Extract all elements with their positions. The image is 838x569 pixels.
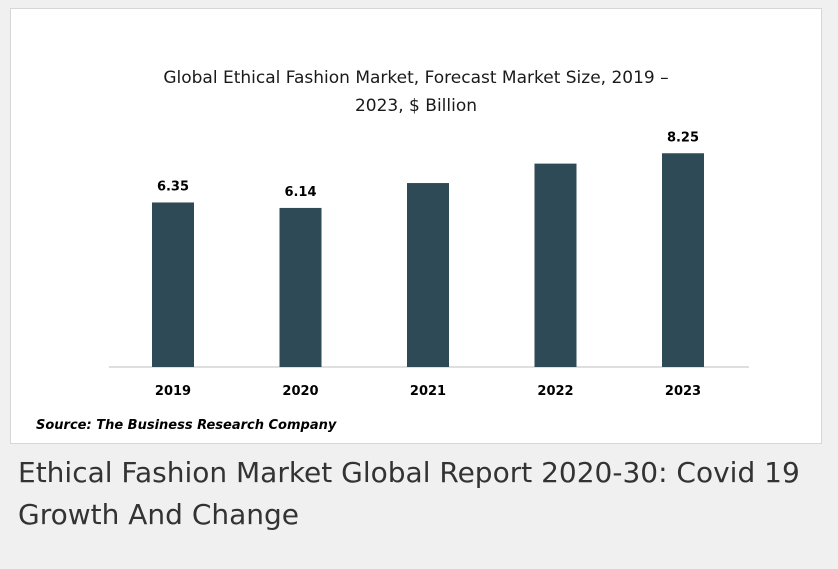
source-note: Source: The Business Research Company: [36, 418, 337, 433]
x-tick-label-2019: 2019: [155, 384, 191, 399]
bar-2023: [662, 153, 704, 367]
x-tick-label-2020: 2020: [282, 384, 318, 399]
chart-title-line-2: 2023, $ Billion: [354, 96, 478, 116]
data-label-2023: 8.25: [667, 130, 699, 145]
data-label-2020: 6.14: [284, 185, 316, 200]
page-caption[interactable]: Ethical Fashion Market Global Report 202…: [18, 456, 800, 531]
chart-card: Global Ethical Fashion Market, Forecast …: [10, 8, 822, 444]
bar-chart: 6.35 2019 6.14 2020 2021 2022 8.25 2023: [109, 130, 749, 399]
bar-2020: [279, 207, 322, 367]
bar-2021: [407, 183, 449, 367]
bar-2022: [534, 163, 577, 367]
chart-title: Global Ethical Fashion Market, Forecast …: [11, 64, 821, 120]
data-label-2019: 6.35: [157, 179, 189, 194]
x-tick-label-2021: 2021: [410, 384, 446, 399]
bar-2019: [152, 202, 194, 367]
x-tick-label-2023: 2023: [665, 384, 701, 399]
chart-title-line-1: Global Ethical Fashion Market, Forecast …: [163, 68, 669, 88]
x-tick-label-2022: 2022: [537, 384, 573, 399]
